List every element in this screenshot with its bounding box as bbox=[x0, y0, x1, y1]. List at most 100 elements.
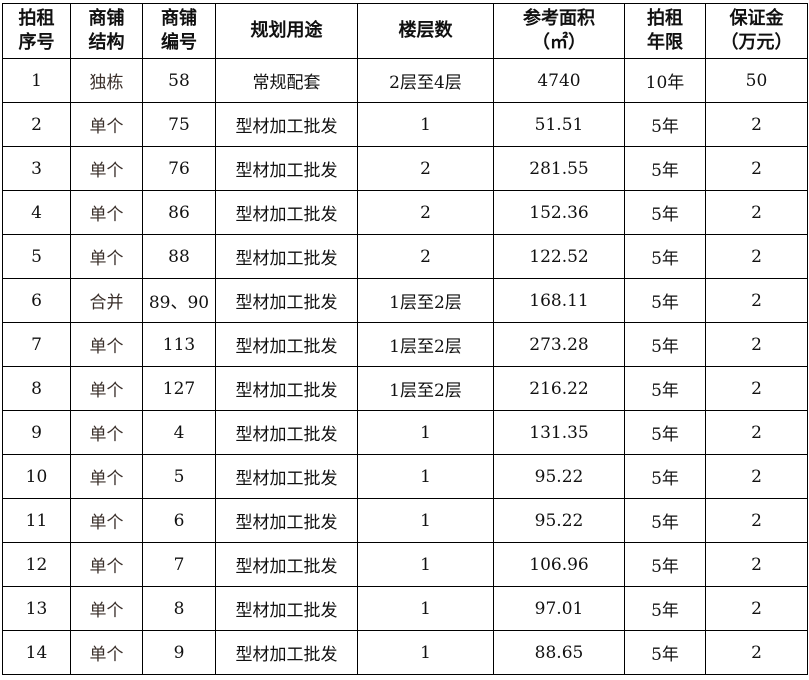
table-cell: 2 bbox=[705, 146, 808, 191]
table-cell: 12 bbox=[2, 542, 71, 587]
table-cell: 10年 bbox=[624, 58, 706, 103]
table-cell: 2 bbox=[705, 366, 808, 411]
table-cell: 168.11 bbox=[493, 278, 625, 323]
table-cell: 11 bbox=[2, 498, 71, 543]
table-cell: 型材加工批发 bbox=[215, 322, 358, 367]
table-cell: 5年 bbox=[624, 366, 706, 411]
table-row: 13 单个 8 型材加工批发 1 97.01 5年 2 bbox=[2, 586, 808, 631]
table-cell: 型材加工批发 bbox=[215, 498, 358, 543]
table-cell: 2 bbox=[357, 234, 494, 279]
table-cell: 5年 bbox=[624, 146, 706, 191]
table-cell: 4 bbox=[2, 190, 71, 235]
column-header: 商铺 编号 bbox=[142, 3, 216, 59]
table-cell: 51.51 bbox=[493, 102, 625, 147]
table-cell: 单个 bbox=[70, 586, 143, 631]
table-cell: 型材加工批发 bbox=[215, 278, 358, 323]
header-line: 拍租 bbox=[647, 8, 683, 29]
table-cell: 273.28 bbox=[493, 322, 625, 367]
table-row: 1 独栋 58 常规配套 2层至4层 4740 10年 50 bbox=[2, 58, 808, 103]
table-cell: 9 bbox=[2, 410, 71, 455]
header-line: 编号 bbox=[161, 32, 197, 53]
table-cell: 3 bbox=[2, 146, 71, 191]
table-cell: 1层至2层 bbox=[357, 366, 494, 411]
header-line: 参考面积 bbox=[523, 8, 595, 29]
table-cell: 2 bbox=[705, 322, 808, 367]
table-row: 4 单个 86 型材加工批发 2 152.36 5年 2 bbox=[2, 190, 808, 235]
table-cell: 5年 bbox=[624, 410, 706, 455]
table-cell: 88.65 bbox=[493, 630, 625, 675]
table-cell: 单个 bbox=[70, 102, 143, 147]
column-header: 保证金 （万元） bbox=[705, 3, 808, 59]
table-cell: 152.36 bbox=[493, 190, 625, 235]
table-cell: 7 bbox=[2, 322, 71, 367]
table-row: 14 单个 9 型材加工批发 1 88.65 5年 2 bbox=[2, 630, 808, 675]
table-cell: 2 bbox=[2, 102, 71, 147]
table-cell: 2 bbox=[705, 102, 808, 147]
table-cell: 95.22 bbox=[493, 498, 625, 543]
table-cell: 5 bbox=[142, 454, 216, 499]
table-cell: 2 bbox=[705, 630, 808, 675]
table-cell: 单个 bbox=[70, 366, 143, 411]
table-row: 10 单个 5 型材加工批发 1 95.22 5年 2 bbox=[2, 454, 808, 499]
table-cell: 型材加工批发 bbox=[215, 542, 358, 587]
table-cell: 单个 bbox=[70, 410, 143, 455]
table-cell: 2 bbox=[357, 190, 494, 235]
table-cell: 型材加工批发 bbox=[215, 234, 358, 279]
table-cell: 131.35 bbox=[493, 410, 625, 455]
table-cell: 97.01 bbox=[493, 586, 625, 631]
table-cell: 型材加工批发 bbox=[215, 630, 358, 675]
table-cell: 1 bbox=[357, 542, 494, 587]
table-cell: 单个 bbox=[70, 322, 143, 367]
table-cell: 2 bbox=[705, 498, 808, 543]
header-row: 拍租 序号 商铺 结构 商铺 编号 规划用途 楼层数 参考面积 （㎡） 拍租 年限 保证金 （万元） bbox=[2, 3, 808, 59]
table-cell: 88 bbox=[142, 234, 216, 279]
table-cell: 58 bbox=[142, 58, 216, 103]
table-cell: 122.52 bbox=[493, 234, 625, 279]
header-line: （万元） bbox=[720, 32, 793, 53]
table-cell: 89、90 bbox=[142, 278, 216, 323]
column-header: 规划用途 bbox=[215, 3, 358, 59]
table-cell: 5年 bbox=[624, 322, 706, 367]
table-cell: 2层至4层 bbox=[357, 58, 494, 103]
table-row: 3 单个 76 型材加工批发 2 281.55 5年 2 bbox=[2, 146, 808, 191]
table-cell: 14 bbox=[2, 630, 71, 675]
table-cell: 1 bbox=[2, 58, 71, 103]
table-cell: 2 bbox=[705, 454, 808, 499]
table-row: 5 单个 88 型材加工批发 2 122.52 5年 2 bbox=[2, 234, 808, 279]
table-cell: 127 bbox=[142, 366, 216, 411]
table-cell: 合并 bbox=[70, 278, 143, 323]
table-cell: 13 bbox=[2, 586, 71, 631]
table-row: 9 单个 4 型材加工批发 1 131.35 5年 2 bbox=[2, 410, 808, 455]
table-cell: 5年 bbox=[624, 542, 706, 587]
table-cell: 50 bbox=[705, 58, 808, 103]
table-cell: 5年 bbox=[624, 234, 706, 279]
table-cell: 6 bbox=[2, 278, 71, 323]
table-cell: 单个 bbox=[70, 542, 143, 587]
table-row: 8 单个 127 型材加工批发 1层至2层 216.22 5年 2 bbox=[2, 366, 808, 411]
header-line: 结构 bbox=[88, 32, 125, 53]
table-cell: 单个 bbox=[70, 190, 143, 235]
table-cell: 1层至2层 bbox=[357, 278, 494, 323]
table-cell: 独栋 bbox=[70, 58, 143, 103]
table-cell: 8 bbox=[2, 366, 71, 411]
header-line: 规划用途 bbox=[250, 20, 323, 41]
table-cell: 2 bbox=[705, 234, 808, 279]
table-cell: 5年 bbox=[624, 454, 706, 499]
table-cell: 2 bbox=[705, 542, 808, 587]
table-cell: 106.96 bbox=[493, 542, 625, 587]
table-cell: 5年 bbox=[624, 498, 706, 543]
header-line: 商铺 bbox=[161, 8, 197, 29]
table-cell: 5 bbox=[2, 234, 71, 279]
table-row: 2 单个 75 型材加工批发 1 51.51 5年 2 bbox=[2, 102, 808, 147]
table-cell: 2 bbox=[705, 278, 808, 323]
table-cell: 型材加工批发 bbox=[215, 146, 358, 191]
table-cell: 单个 bbox=[70, 454, 143, 499]
table-cell: 7 bbox=[142, 542, 216, 587]
table-cell: 单个 bbox=[70, 498, 143, 543]
table-cell: 86 bbox=[142, 190, 216, 235]
table-cell: 2 bbox=[705, 586, 808, 631]
table-cell: 4 bbox=[142, 410, 216, 455]
table-cell: 型材加工批发 bbox=[215, 190, 358, 235]
table-cell: 单个 bbox=[70, 146, 143, 191]
